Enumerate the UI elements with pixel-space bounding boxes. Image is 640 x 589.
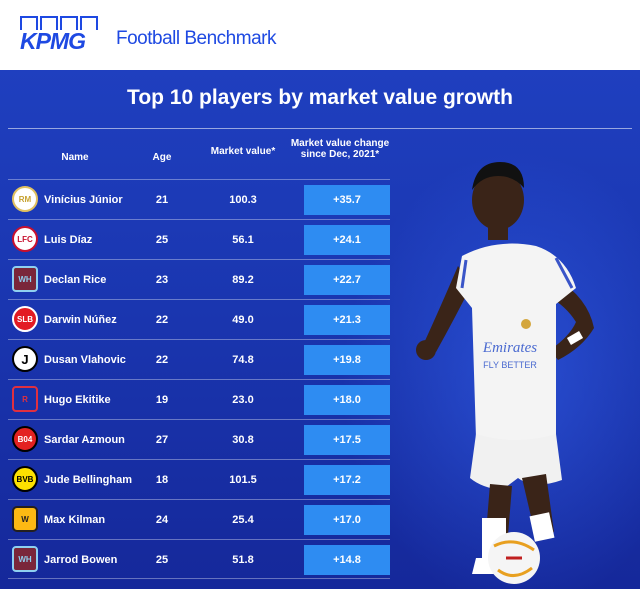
column-header-age: Age — [152, 152, 172, 163]
player-value-change: +18.0 — [304, 385, 390, 415]
player-market-value: 74.8 — [232, 354, 254, 366]
player-age: 19 — [155, 394, 169, 406]
leverkusen-crest-icon: B04 — [12, 426, 38, 452]
main-panel: Top 10 players by market value growth Na… — [0, 70, 640, 589]
player-name: Dusan Vlahovic — [44, 354, 126, 366]
player-name: Sardar Azmoun — [44, 434, 125, 446]
juventus-crest-icon: J — [12, 346, 38, 372]
player-market-value: 30.8 — [232, 434, 254, 446]
player-value-change: +35.7 — [304, 185, 390, 215]
dortmund-crest-icon: BVB — [12, 466, 38, 492]
player-age: 18 — [155, 474, 169, 486]
liverpool-crest-icon: LFC — [12, 226, 38, 252]
table-row: W Max Kilman 24 25.4 +17.0 — [8, 499, 390, 539]
wolves-crest-icon: W — [12, 506, 38, 532]
player-age: 27 — [155, 434, 169, 446]
player-name: Vinícius Júnior — [44, 194, 123, 206]
player-value-change: +17.2 — [304, 465, 390, 495]
player-name: Luis Díaz — [44, 234, 93, 246]
player-value-change: +22.7 — [304, 265, 390, 295]
header: KPMG Football Benchmark — [0, 0, 640, 70]
reims-crest-icon: R — [12, 386, 38, 412]
kpmg-logo-text: KPMG — [20, 28, 86, 54]
player-market-value: 23.0 — [232, 394, 254, 406]
player-age: 25 — [155, 234, 169, 246]
player-market-value: 100.3 — [229, 194, 257, 206]
player-name: Max Kilman — [44, 514, 106, 526]
kpmg-logo-box — [20, 16, 38, 30]
table-row: LFC Luis Díaz 25 56.1 +24.1 — [8, 219, 390, 259]
kpmg-logo-box — [80, 16, 98, 30]
player-age: 23 — [155, 274, 169, 286]
player-name: Darwin Núñez — [44, 314, 117, 326]
table-row: WH Jarrod Bowen 25 51.8 +14.8 — [8, 539, 390, 579]
player-name: Jude Bellingham — [44, 474, 133, 486]
table-row: SLB Darwin Núñez 22 49.0 +21.3 — [8, 299, 390, 339]
player-value-change: +21.3 — [304, 305, 390, 335]
player-market-value: 49.0 — [232, 314, 254, 326]
player-market-value: 89.2 — [232, 274, 254, 286]
jersey-sponsor: Emirates — [482, 340, 537, 356]
player-name: Declan Rice — [44, 274, 107, 286]
column-header-market-value: Market value* — [210, 146, 276, 157]
jersey-slogan: FLY BETTER — [483, 360, 537, 370]
column-header-change: Market value change since Dec, 2021* — [290, 138, 390, 160]
benfica-crest-icon: SLB — [12, 306, 38, 332]
table-row: B04 Sardar Azmoun 27 30.8 +17.5 — [8, 419, 390, 459]
kpmg-logo-box — [40, 16, 58, 30]
west-ham-crest-icon: WH — [12, 546, 38, 572]
player-illustration: Emirates FLY BETTER — [416, 162, 594, 584]
player-value-change: +17.5 — [304, 425, 390, 455]
kpmg-logo-box — [60, 16, 78, 30]
product-name: Football Benchmark — [116, 28, 276, 49]
player-market-value: 101.5 — [229, 474, 257, 486]
kpmg-logo: KPMG — [20, 16, 100, 54]
player-value-change: +17.0 — [304, 505, 390, 535]
kpmg-logo-boxes — [20, 16, 98, 30]
west-ham-crest-icon: WH — [12, 266, 38, 292]
table-row: WH Declan Rice 23 89.2 +22.7 — [8, 259, 390, 299]
player-age: 22 — [155, 354, 169, 366]
table-row: R Hugo Ekitike 19 23.0 +18.0 — [8, 379, 390, 419]
player-market-value: 51.8 — [232, 554, 254, 566]
player-value-change: +24.1 — [304, 225, 390, 255]
table-row: RM Vinícius Júnior 21 100.3 +35.7 — [8, 179, 390, 219]
player-value-change: +14.8 — [304, 545, 390, 575]
player-age: 21 — [155, 194, 169, 206]
column-header-name: Name — [61, 152, 89, 163]
title-divider — [8, 128, 632, 129]
players-table: RM Vinícius Júnior 21 100.3 +35.7 LFC Lu… — [8, 179, 390, 579]
table-row: BVB Jude Bellingham 18 101.5 +17.2 — [8, 459, 390, 499]
page-title: Top 10 players by market value growth — [127, 86, 513, 109]
player-age: 25 — [155, 554, 169, 566]
player-name: Jarrod Bowen — [44, 554, 118, 566]
player-market-value: 25.4 — [232, 514, 254, 526]
player-market-value: 56.1 — [232, 234, 254, 246]
player-age: 22 — [155, 314, 169, 326]
player-name: Hugo Ekitike — [44, 394, 111, 406]
real-madrid-crest-icon: RM — [12, 186, 38, 212]
table-row: J Dusan Vlahovic 22 74.8 +19.8 — [8, 339, 390, 379]
player-value-change: +19.8 — [304, 345, 390, 375]
player-age: 24 — [155, 514, 169, 526]
